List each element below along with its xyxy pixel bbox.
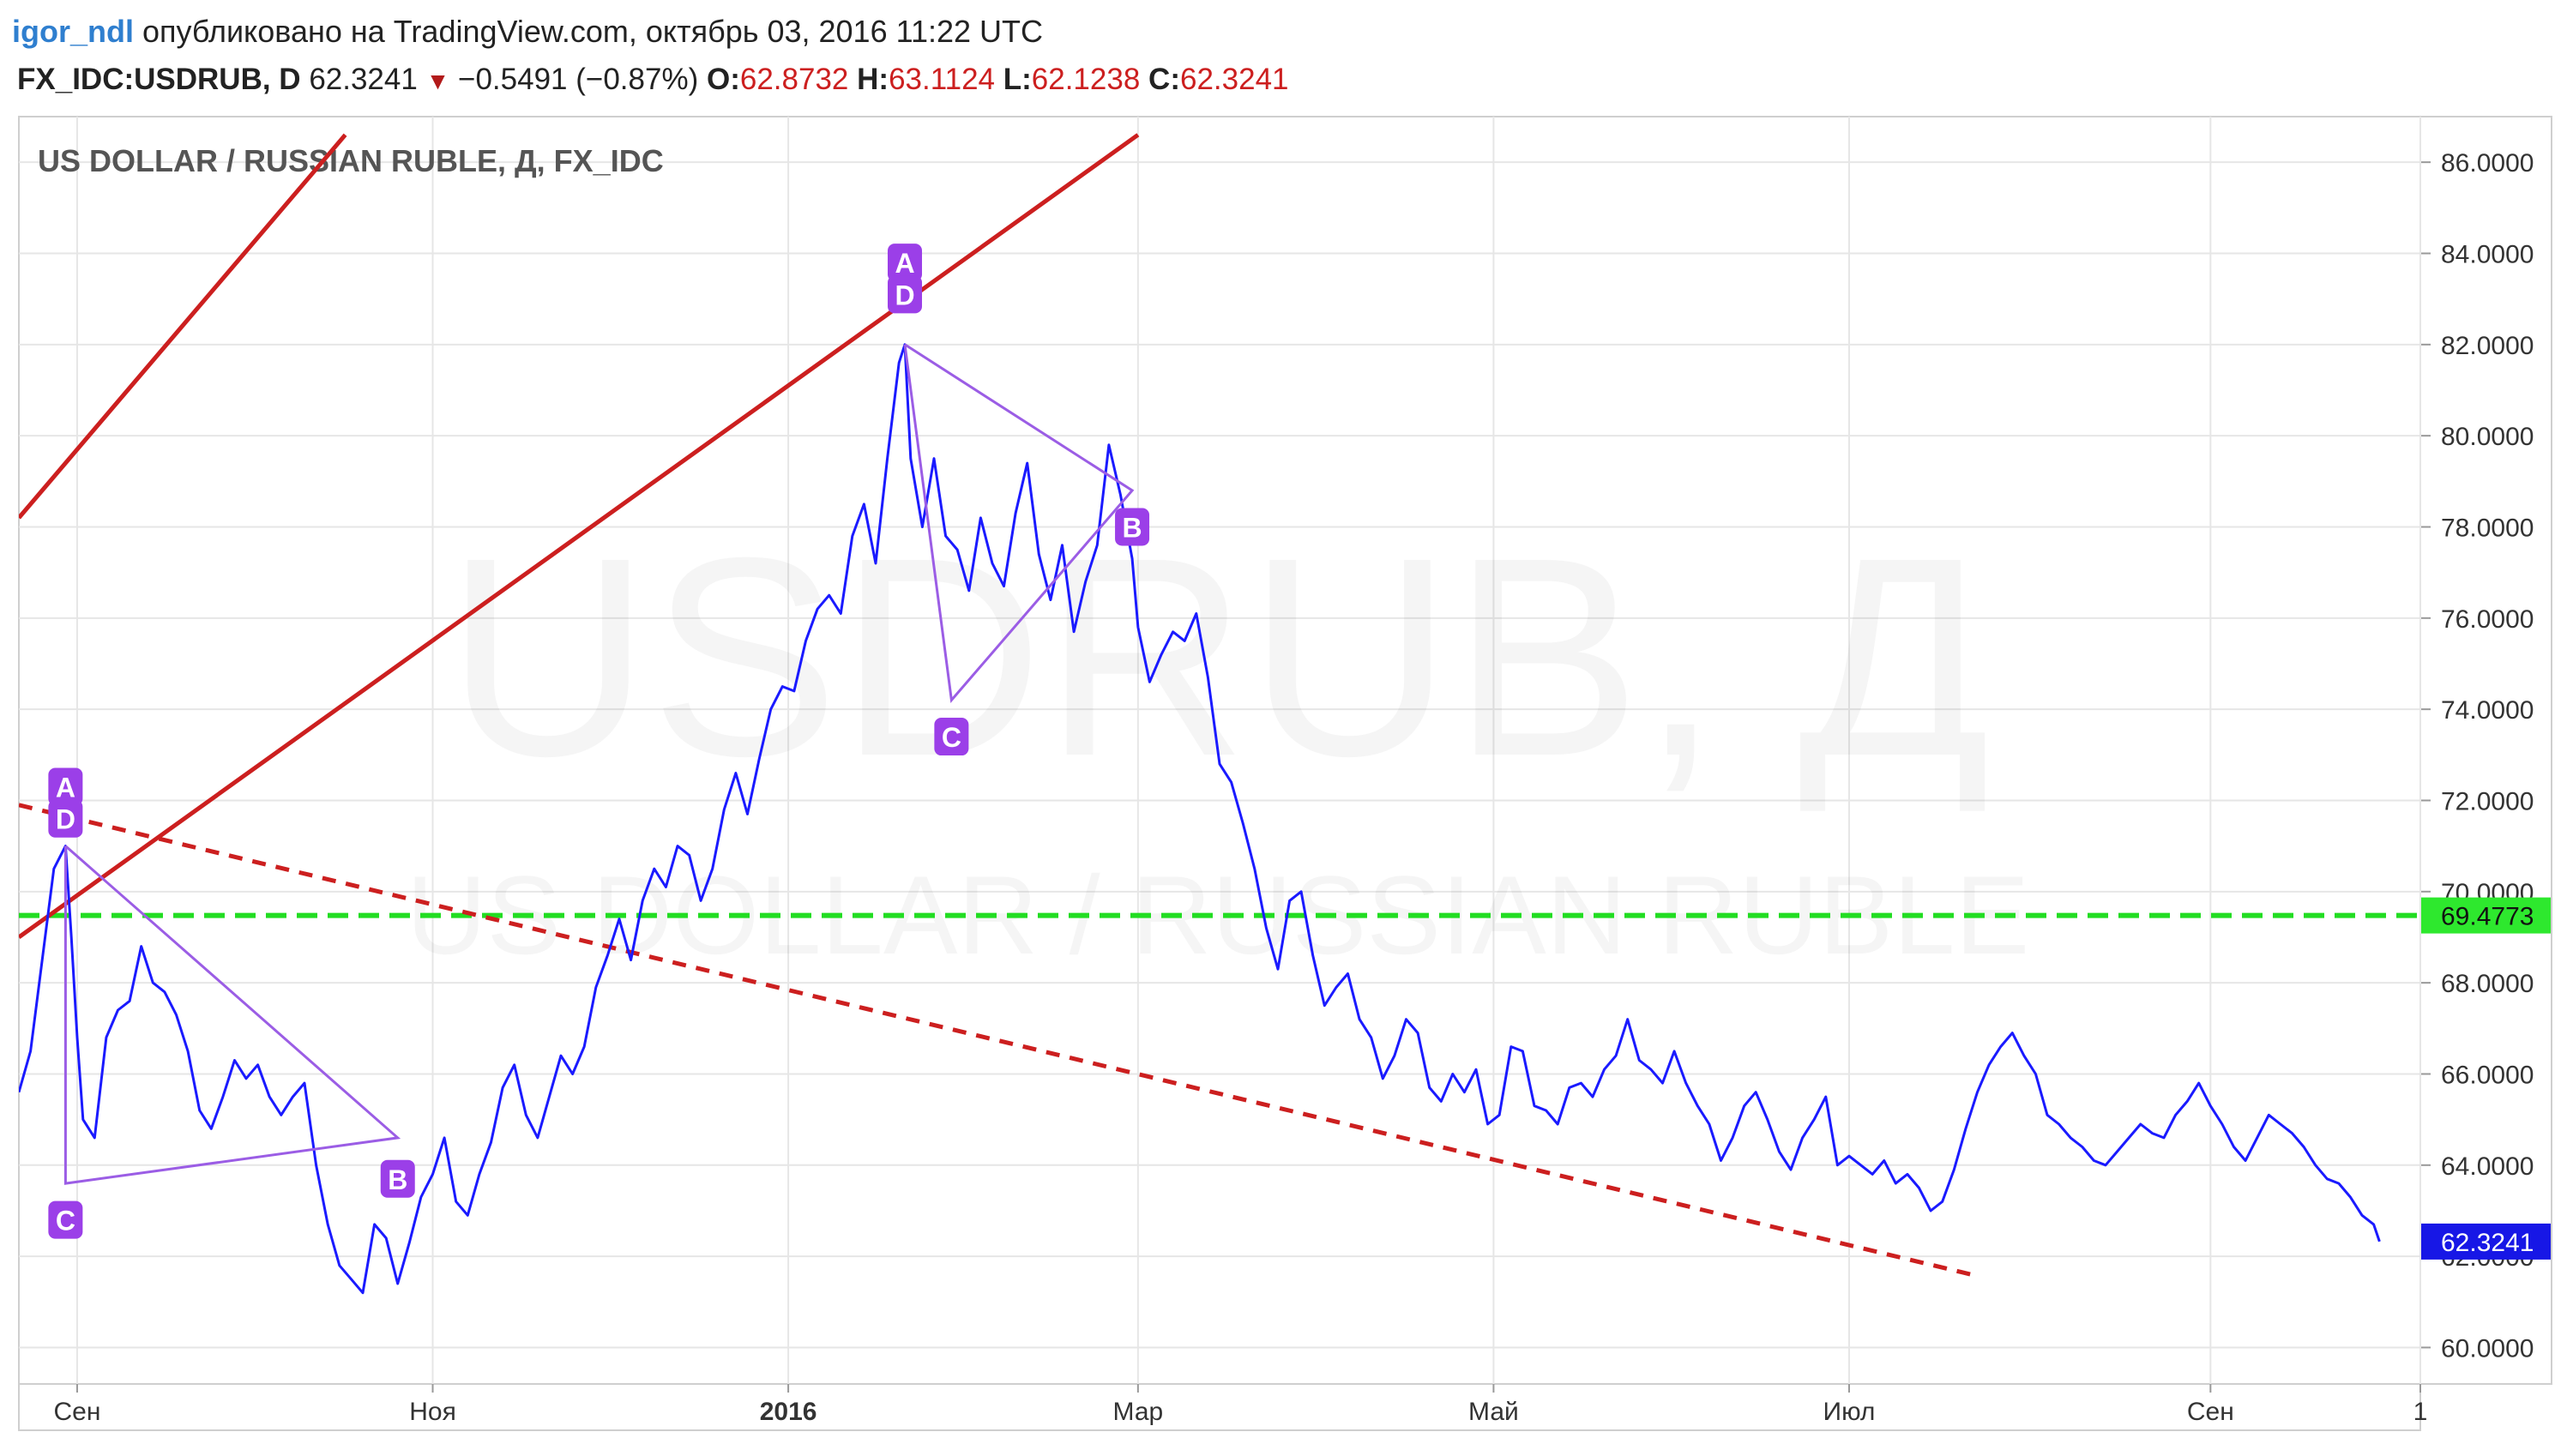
- quote-bar: FX_IDC:USDRUB, D 62.3241 ▼ −0.5491 (−0.8…: [17, 58, 1289, 101]
- last-price-tag-bg: [2421, 1223, 2551, 1260]
- time-axis: [18, 1383, 2421, 1431]
- y-tick-label: 78.0000: [2441, 514, 2534, 542]
- pattern-label-bg: [1115, 508, 1150, 546]
- pattern-label-text: C: [942, 722, 961, 753]
- y-tick-label: 68.0000: [2441, 970, 2534, 998]
- x-tick-label: Май: [1468, 1398, 1519, 1426]
- level-price-tag-bg: [2421, 897, 2551, 934]
- pattern-point-d: D: [48, 799, 83, 838]
- pattern-label-text: B: [1123, 512, 1142, 543]
- level-price-tag: 69.4773: [2441, 903, 2534, 931]
- x-tick-label: Сен: [2187, 1398, 2234, 1426]
- pattern-point-c: C: [934, 718, 969, 756]
- chart-title: US DOLLAR / RUSSIAN RUBLE, Д, FX_IDC: [38, 143, 664, 178]
- x-tick-label: 2016: [760, 1398, 817, 1426]
- y-tick-label: 64.0000: [2441, 1152, 2534, 1181]
- trend-line: [19, 133, 1140, 940]
- y-tick-label: 66.0000: [2441, 1061, 2534, 1089]
- x-tick-label: Мар: [1113, 1398, 1164, 1426]
- pattern-point-d: D: [888, 275, 923, 314]
- y-tick-label: 76.0000: [2441, 605, 2534, 634]
- pattern-label-text: D: [56, 804, 75, 835]
- plot-layer: [19, 133, 2420, 1295]
- pattern-label-text: A: [895, 248, 914, 279]
- price-axis: [2419, 116, 2552, 1385]
- close-value: 62.3241: [1179, 63, 1289, 96]
- abcd-pattern: [63, 845, 401, 1185]
- close-label: C:: [1148, 63, 1180, 96]
- pattern-point-b: B: [380, 1159, 415, 1198]
- x-tick-label: Июл: [1823, 1398, 1876, 1426]
- pattern-label-bg: [48, 1200, 83, 1239]
- y-tick-label: 74.0000: [2441, 696, 2534, 725]
- open-value: 62.8732: [739, 63, 849, 96]
- last-price-tag: 62.3241: [2441, 1229, 2534, 1257]
- watermark-symbol: USDRUB, Д: [446, 498, 1990, 815]
- publication-header: igor_ndl опубликовано на TradingView.com…: [12, 10, 1043, 53]
- y-tick-label: 82.0000: [2441, 332, 2534, 360]
- y-tick-label: 60.0000: [2441, 1334, 2534, 1363]
- publication-info: опубликовано на TradingView.com, октябрь…: [142, 14, 1044, 49]
- pattern-label-bg: [888, 275, 923, 314]
- x-tick-label: 1: [2413, 1398, 2428, 1426]
- pattern-point-b: B: [1115, 508, 1150, 546]
- pattern-label-text: B: [388, 1164, 407, 1195]
- symbol-label: FX_IDC:USDRUB, D: [17, 63, 301, 96]
- price-line: [19, 343, 2381, 1295]
- high-label: H:: [857, 63, 889, 96]
- open-label: O:: [706, 63, 740, 96]
- author-link[interactable]: igor_ndl: [12, 14, 134, 49]
- pattern-point-c: C: [48, 1200, 83, 1239]
- pattern-label-bg: [934, 718, 969, 756]
- last-price: 62.3241: [309, 63, 418, 96]
- pattern-label-bg: [48, 767, 83, 806]
- y-tick-label: 84.0000: [2441, 240, 2534, 268]
- trend-line: [19, 133, 347, 520]
- pattern-label-text: C: [56, 1206, 75, 1236]
- pattern-label-text: D: [895, 280, 914, 310]
- plot-area: [18, 116, 2421, 1385]
- pattern-point-a: A: [888, 244, 923, 282]
- abcd-pattern: [903, 343, 1135, 704]
- pattern-label-bg: [888, 244, 923, 282]
- pattern-label-bg: [380, 1159, 415, 1198]
- y-tick-label: 80.0000: [2441, 423, 2534, 451]
- pattern-label-bg: [48, 799, 83, 838]
- y-tick-label: 72.0000: [2441, 787, 2534, 815]
- pattern-label-text: A: [56, 773, 75, 803]
- x-tick-label: Сен: [54, 1398, 101, 1426]
- price-change: −0.5491 (−0.87%): [458, 63, 699, 96]
- high-value: 63.1124: [889, 63, 995, 96]
- low-value: 62.1238: [1031, 63, 1141, 96]
- triangle-down-icon: ▼: [425, 68, 450, 94]
- low-label: L:: [1003, 63, 1032, 96]
- x-tick-label: Ноя: [409, 1398, 456, 1426]
- y-tick-label: 86.0000: [2441, 149, 2534, 177]
- pattern-point-a: A: [48, 767, 83, 806]
